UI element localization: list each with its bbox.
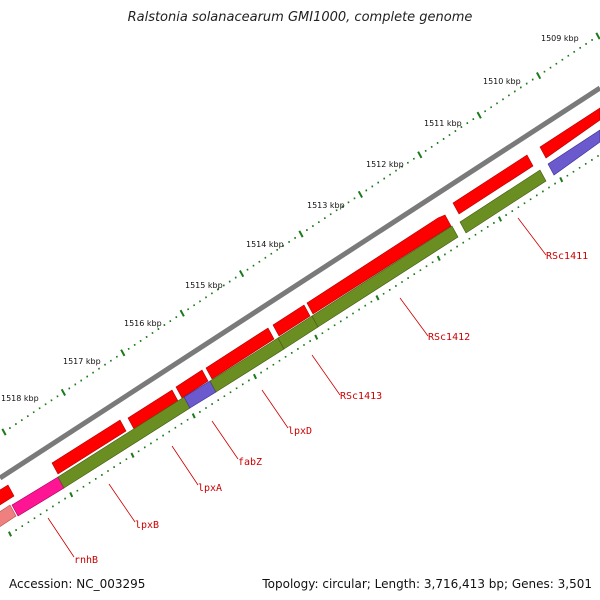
gene-label-fabz: fabZ <box>238 457 262 468</box>
leader-line <box>211 420 239 460</box>
forward-strand <box>0 107 600 506</box>
reverse-cds <box>459 169 547 234</box>
major-tick <box>191 413 196 419</box>
major-tick <box>179 309 185 317</box>
forward-cds <box>175 369 209 399</box>
scale-label-1509: 1509 kbp <box>541 34 579 43</box>
forward-cds <box>0 484 15 506</box>
forward-cds <box>51 419 127 475</box>
major-tick <box>252 373 258 380</box>
gene-label-rsc1412: RSc1412 <box>428 332 470 343</box>
genome-summary-text: Topology: circular; Length: 3,716,413 bp… <box>262 577 592 591</box>
gene-label-rsc1411: RSc1411 <box>546 251 588 262</box>
major-tick <box>130 452 135 458</box>
scale-ticks-inner <box>7 155 599 537</box>
major-tick <box>436 255 441 262</box>
gene-label-rnhb: rnhB <box>74 555 98 566</box>
scale-label-1511: 1511 kbp <box>424 119 462 128</box>
major-tick <box>60 388 66 396</box>
major-tick <box>298 230 304 238</box>
reverse-strand <box>0 129 600 528</box>
forward-cds <box>539 107 600 159</box>
reverse-cds <box>0 504 17 528</box>
forward-cds <box>205 327 275 380</box>
major-tick <box>120 349 126 357</box>
major-tick <box>595 32 600 40</box>
major-tick <box>7 531 13 537</box>
forward-cds <box>452 154 534 215</box>
forward-cds <box>272 304 311 337</box>
scale-label-1516: 1516 kbp <box>124 319 162 328</box>
scale-label-1514: 1514 kbp <box>246 240 284 249</box>
leader-line <box>108 483 136 523</box>
map-title: Ralstonia solanacearum GMI1000, complete… <box>127 10 473 25</box>
leader-line <box>261 389 289 429</box>
scale-label-1510: 1510 kbp <box>483 77 521 86</box>
major-tick <box>476 111 482 119</box>
leader-line <box>47 517 75 558</box>
gene-label-lpxb: lpxB <box>135 520 159 531</box>
major-tick <box>497 216 503 222</box>
accession-text: Accession: NC_003295 <box>9 577 146 591</box>
major-tick <box>239 270 245 278</box>
gene-label-lpxa: lpxA <box>198 483 222 494</box>
reverse-cds <box>311 225 459 328</box>
scale-ticks-outer <box>1 32 600 436</box>
gene-labels: RSc1411 RSc1412 RSc1413 lpxD fabZ lpxA l… <box>74 251 588 566</box>
scale-label-1513: 1513 kbp <box>307 201 345 210</box>
scale-labels: 1509 kbp 1510 kbp 1511 kbp 1512 kbp 1513… <box>1 34 579 403</box>
reverse-cds <box>11 476 65 517</box>
gene-label-rsc1413: RSc1413 <box>340 391 382 402</box>
reverse-cds <box>57 396 191 489</box>
major-tick <box>314 334 319 340</box>
scale-label-1517: 1517 kbp <box>63 357 101 366</box>
gene-label-lpxd: lpxD <box>288 426 312 437</box>
major-tick <box>1 428 7 436</box>
leader-line <box>517 217 547 256</box>
gene-leaders <box>47 217 547 558</box>
leader-line <box>311 354 341 396</box>
major-tick <box>536 72 542 80</box>
major-tick <box>69 491 74 498</box>
scale-label-1512: 1512 kbp <box>366 160 404 169</box>
reverse-cds <box>547 129 600 176</box>
backbone-line <box>0 85 600 481</box>
leader-line <box>399 297 429 337</box>
major-tick <box>417 151 423 159</box>
major-tick <box>375 295 380 301</box>
leader-line <box>171 445 199 486</box>
scale-label-1518: 1518 kbp <box>1 394 39 403</box>
forward-cds <box>306 214 452 315</box>
major-tick <box>357 190 363 198</box>
major-tick <box>559 176 564 183</box>
scale-label-1515: 1515 kbp <box>185 281 223 290</box>
